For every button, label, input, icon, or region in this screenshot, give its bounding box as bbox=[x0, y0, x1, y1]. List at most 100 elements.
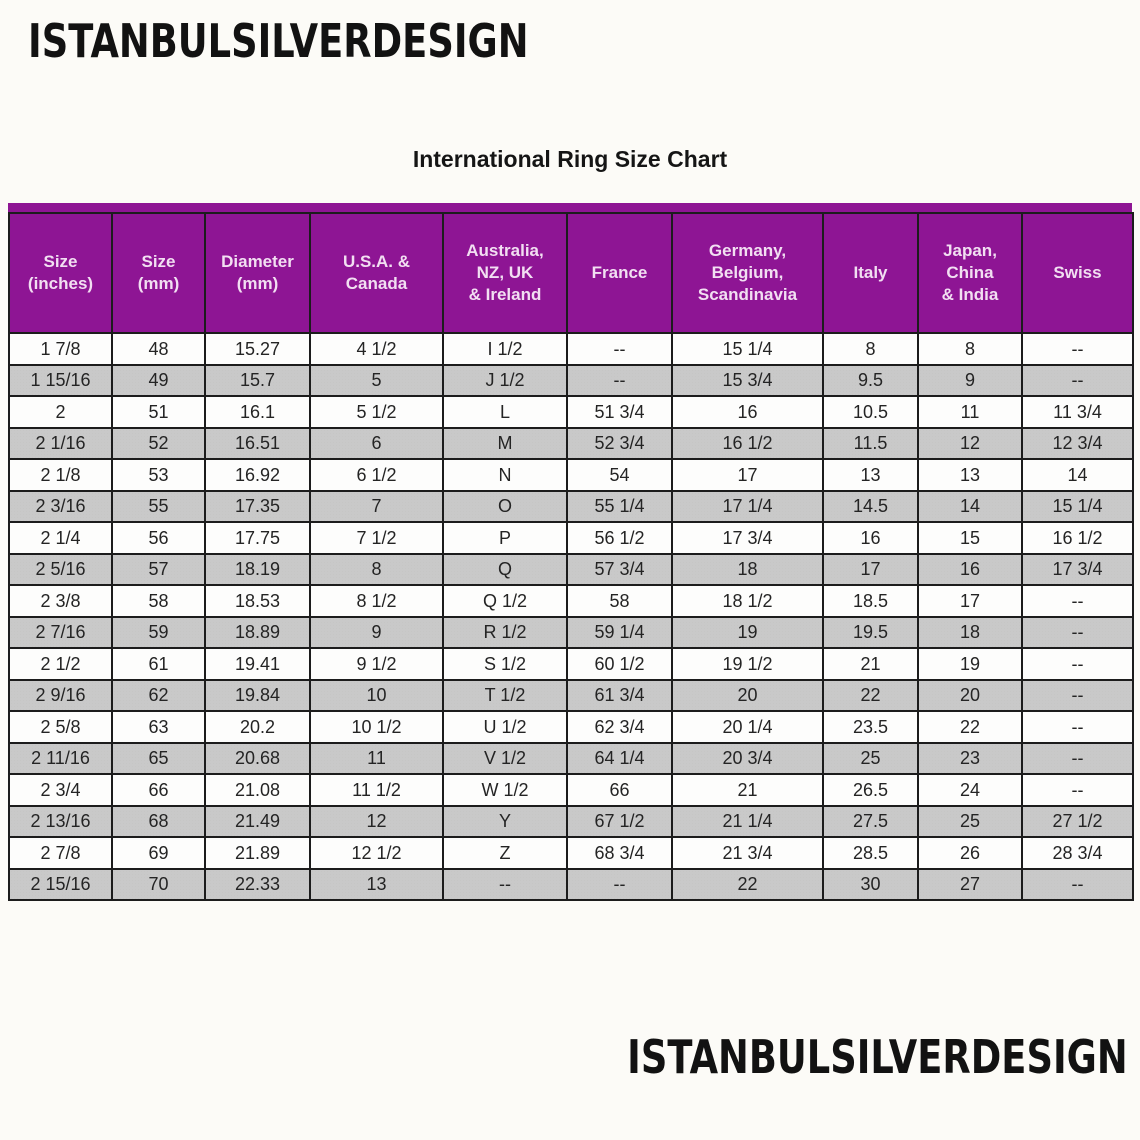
table-row: 2 5/8 63 20.2 10 1/2 U 1/2 62 3/4 20 1/4 23.5 22… bbox=[8, 710, 1134, 744]
column-header: Australia, NZ, UK & Ireland bbox=[442, 212, 568, 334]
table-cell: 16 1/2 bbox=[1021, 521, 1134, 555]
table-cell: 59 1/4 bbox=[566, 615, 673, 649]
table-cell: Z bbox=[442, 836, 568, 870]
table-cell: 62 3/4 bbox=[566, 710, 673, 744]
table-cell: -- bbox=[1021, 363, 1134, 397]
table-cell: 25 bbox=[822, 741, 919, 775]
table-cell: 2 3/4 bbox=[8, 773, 113, 807]
table-cell: 68 3/4 bbox=[566, 836, 673, 870]
table-cell: 11 3/4 bbox=[1021, 395, 1134, 429]
table-row: 1 15/16 49 15.7 5 J 1/2 -- 15 3/4 9.5 9 -- bbox=[8, 363, 1134, 397]
table-cell: 26.5 bbox=[822, 773, 919, 807]
table-cell: 7 bbox=[309, 489, 444, 523]
table-cell: L bbox=[442, 395, 568, 429]
table-cell: 66 bbox=[111, 773, 206, 807]
table-cell: -- bbox=[1021, 584, 1134, 618]
table-cell: 2 13/16 bbox=[8, 804, 113, 838]
table-cell: 21.08 bbox=[204, 773, 311, 807]
table-cell: 2 3/16 bbox=[8, 489, 113, 523]
table-row: 1 7/8 48 15.27 4 1/2 I 1/2 -- 15 1/4 8 8 -- bbox=[8, 332, 1134, 366]
table-cell: V 1/2 bbox=[442, 741, 568, 775]
table-cell: 23.5 bbox=[822, 710, 919, 744]
table-cell: I 1/2 bbox=[442, 332, 568, 366]
table-cell: Y bbox=[442, 804, 568, 838]
table-cell: 22 bbox=[822, 678, 919, 712]
table-cell: 8 bbox=[822, 332, 919, 366]
table-cell: O bbox=[442, 489, 568, 523]
table-cell: 20 bbox=[671, 678, 824, 712]
table-cell: 16.92 bbox=[204, 458, 311, 492]
table-cell: 19 1/2 bbox=[671, 647, 824, 681]
table-cell: 12 1/2 bbox=[309, 836, 444, 870]
table-cell: R 1/2 bbox=[442, 615, 568, 649]
table-cell: W 1/2 bbox=[442, 773, 568, 807]
table-cell: Q 1/2 bbox=[442, 584, 568, 618]
table-cell: 21 bbox=[822, 647, 919, 681]
table-row: 2 1/2 61 19.41 9 1/2 S 1/2 60 1/2 19 1/2 21 19 -- bbox=[8, 647, 1134, 681]
table-cell: -- bbox=[1021, 741, 1134, 775]
table-row: 2 3/4 66 21.08 11 1/2 W 1/2 66 21 26.5 24 -- bbox=[8, 773, 1134, 807]
table-cell: U 1/2 bbox=[442, 710, 568, 744]
table-cell: 14 bbox=[1021, 458, 1134, 492]
table-cell: 59 bbox=[111, 615, 206, 649]
table-cell: -- bbox=[1021, 678, 1134, 712]
table-cell: 18.5 bbox=[822, 584, 919, 618]
table-cell: -- bbox=[1021, 332, 1134, 366]
table-row: 2 11/16 65 20.68 11 V 1/2 64 1/4 20 3/4 25 23 -- bbox=[8, 741, 1134, 775]
table-cell: 13 bbox=[822, 458, 919, 492]
table-header-row: Size (inches) Size (mm) Diameter (mm) U.S.A… bbox=[8, 212, 1134, 334]
column-header: Size (inches) bbox=[8, 212, 113, 334]
table-cell: 14 bbox=[917, 489, 1023, 523]
table-cell: 4 1/2 bbox=[309, 332, 444, 366]
table-cell: 17 3/4 bbox=[1021, 552, 1134, 586]
table-cell: 2 1/4 bbox=[8, 521, 113, 555]
table-cell: 15 bbox=[917, 521, 1023, 555]
table-row: 2 1/16 52 16.51 6 M 52 3/4 16 1/2 11.5 12 12 3/4 bbox=[8, 426, 1134, 460]
table-cell: N bbox=[442, 458, 568, 492]
table-cell: 22 bbox=[917, 710, 1023, 744]
table-row: 2 1/4 56 17.75 7 1/2 P 56 1/2 17 3/4 16 15 16 1/2 bbox=[8, 521, 1134, 555]
table-cell: 13 bbox=[309, 867, 444, 901]
column-header: Italy bbox=[822, 212, 919, 334]
column-header: Diameter (mm) bbox=[204, 212, 311, 334]
table-cell: 6 bbox=[309, 426, 444, 460]
table-cell: 10 1/2 bbox=[309, 710, 444, 744]
table-cell: 19 bbox=[917, 647, 1023, 681]
table-row: 2 51 16.1 5 1/2 L 51 3/4 16 10.5 11 11 3/4 bbox=[8, 395, 1134, 429]
brand-logo-bottom: ISTANBULSILVERDESIGN bbox=[627, 1030, 1128, 1084]
table-cell: 51 bbox=[111, 395, 206, 429]
table-cell: 57 3/4 bbox=[566, 552, 673, 586]
table-cell: 56 bbox=[111, 521, 206, 555]
table-row: 2 1/8 53 16.92 6 1/2 N 54 17 13 13 14 bbox=[8, 458, 1134, 492]
table-cell: 17 bbox=[671, 458, 824, 492]
table-cell: 17.35 bbox=[204, 489, 311, 523]
table-cell: -- bbox=[442, 867, 568, 901]
table-cell: 8 1/2 bbox=[309, 584, 444, 618]
table-cell: 51 3/4 bbox=[566, 395, 673, 429]
table-cell: -- bbox=[566, 867, 673, 901]
table-cell: T 1/2 bbox=[442, 678, 568, 712]
table-cell: 26 bbox=[917, 836, 1023, 870]
table-cell: 55 bbox=[111, 489, 206, 523]
table-cell: 19 bbox=[671, 615, 824, 649]
table-cell: 11 bbox=[309, 741, 444, 775]
table-cell: 27.5 bbox=[822, 804, 919, 838]
table-cell: 24 bbox=[917, 773, 1023, 807]
table-row: 2 5/16 57 18.19 8 Q 57 3/4 18 17 16 17 3/4 bbox=[8, 552, 1134, 586]
table-cell: 52 3/4 bbox=[566, 426, 673, 460]
table-cell: 66 bbox=[566, 773, 673, 807]
table-cell: 23 bbox=[917, 741, 1023, 775]
table-cell: 17 3/4 bbox=[671, 521, 824, 555]
table-cell: 69 bbox=[111, 836, 206, 870]
table-cell: 48 bbox=[111, 332, 206, 366]
table-cell: 2 9/16 bbox=[8, 678, 113, 712]
ring-size-table: Size (inches) Size (mm) Diameter (mm) U.S.A… bbox=[8, 212, 1134, 901]
table-cell: 58 bbox=[566, 584, 673, 618]
table-cell: 62 bbox=[111, 678, 206, 712]
table-cell: 10.5 bbox=[822, 395, 919, 429]
table-header: Size (inches) Size (mm) Diameter (mm) U.S.A… bbox=[8, 212, 1134, 334]
table-cell: 28 3/4 bbox=[1021, 836, 1134, 870]
brand-logo-top: ISTANBULSILVERDESIGN bbox=[28, 14, 529, 68]
table-cell: -- bbox=[1021, 710, 1134, 744]
column-header: Japan, China & India bbox=[917, 212, 1023, 334]
